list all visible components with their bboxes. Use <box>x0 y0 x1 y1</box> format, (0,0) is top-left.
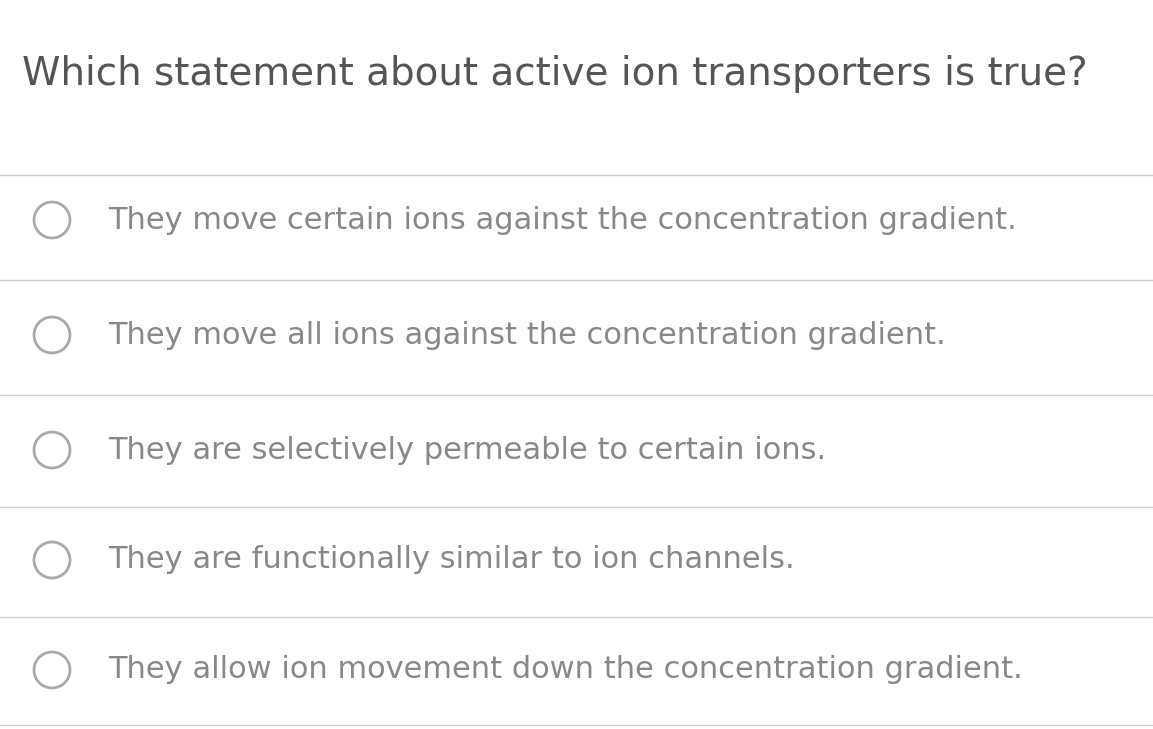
Text: They are selectively permeable to certain ions.: They are selectively permeable to certai… <box>108 435 827 464</box>
Text: They move all ions against the concentration gradient.: They move all ions against the concentra… <box>108 321 945 349</box>
Text: They move certain ions against the concentration gradient.: They move certain ions against the conce… <box>108 206 1017 235</box>
Text: They allow ion movement down the concentration gradient.: They allow ion movement down the concent… <box>108 655 1023 685</box>
Text: Which statement about active ion transporters is true?: Which statement about active ion transpo… <box>22 55 1087 93</box>
Text: They are functionally similar to ion channels.: They are functionally similar to ion cha… <box>108 545 794 574</box>
